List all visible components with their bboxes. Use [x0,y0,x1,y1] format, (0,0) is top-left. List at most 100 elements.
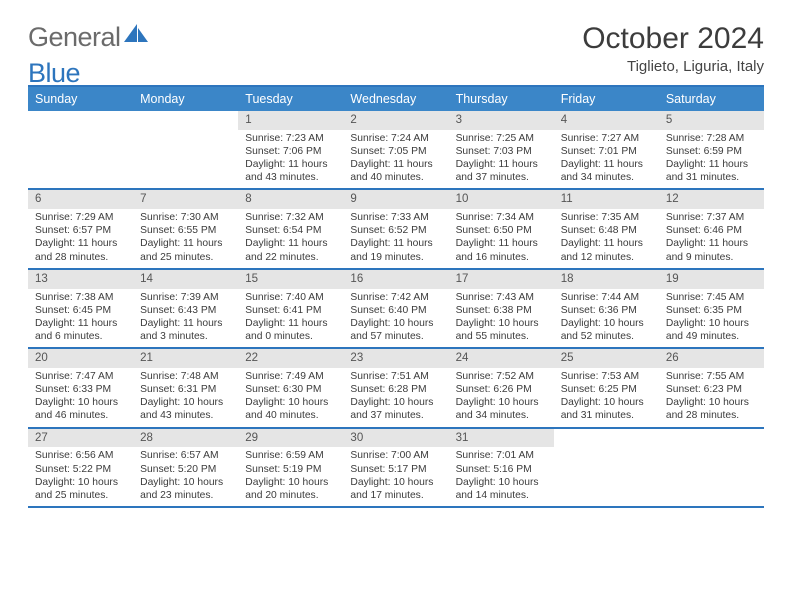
daylight-line: Daylight: 11 hours and 0 minutes. [245,317,336,343]
day-number: 31 [449,429,554,448]
sunrise-line: Sunrise: 7:37 AM [666,211,757,224]
sunset-line: Sunset: 6:59 PM [666,145,757,158]
day-cell: 29Sunrise: 6:59 AMSunset: 5:19 PMDayligh… [238,429,343,506]
day-cell: 23Sunrise: 7:51 AMSunset: 6:28 PMDayligh… [343,349,448,426]
day-cell [133,111,238,188]
day-body: Sunrise: 7:32 AMSunset: 6:54 PMDaylight:… [238,209,343,268]
day-body: Sunrise: 7:48 AMSunset: 6:31 PMDaylight:… [133,368,238,427]
sunrise-line: Sunrise: 7:38 AM [35,291,126,304]
day-cell [659,429,764,506]
daylight-line: Daylight: 11 hours and 40 minutes. [350,158,441,184]
sunset-line: Sunset: 6:25 PM [561,383,652,396]
day-body: Sunrise: 7:30 AMSunset: 6:55 PMDaylight:… [133,209,238,268]
sunrise-line: Sunrise: 7:42 AM [350,291,441,304]
daylight-line: Daylight: 11 hours and 6 minutes. [35,317,126,343]
day-number: 27 [28,429,133,448]
weekday-header-cell: Sunday [28,87,133,111]
logo-text-2: Blue [28,58,80,89]
day-cell: 21Sunrise: 7:48 AMSunset: 6:31 PMDayligh… [133,349,238,426]
location: Tiglieto, Liguria, Italy [582,58,764,75]
sunrise-line: Sunrise: 7:24 AM [350,132,441,145]
sunset-line: Sunset: 5:16 PM [456,463,547,476]
daylight-line: Daylight: 11 hours and 9 minutes. [666,237,757,263]
day-cell: 13Sunrise: 7:38 AMSunset: 6:45 PMDayligh… [28,270,133,347]
sail-icon [124,22,150,53]
day-number [133,111,238,130]
sunset-line: Sunset: 6:45 PM [35,304,126,317]
weekday-header-cell: Wednesday [343,87,448,111]
weekday-header-cell: Tuesday [238,87,343,111]
day-cell: 30Sunrise: 7:00 AMSunset: 5:17 PMDayligh… [343,429,448,506]
day-number: 22 [238,349,343,368]
week-row: 20Sunrise: 7:47 AMSunset: 6:33 PMDayligh… [28,349,764,428]
day-cell: 18Sunrise: 7:44 AMSunset: 6:36 PMDayligh… [554,270,659,347]
day-number: 6 [28,190,133,209]
sunset-line: Sunset: 6:43 PM [140,304,231,317]
day-body: Sunrise: 6:56 AMSunset: 5:22 PMDaylight:… [28,447,133,506]
day-number: 18 [554,270,659,289]
sunrise-line: Sunrise: 7:52 AM [456,370,547,383]
sunset-line: Sunset: 6:50 PM [456,224,547,237]
sunrise-line: Sunrise: 7:44 AM [561,291,652,304]
day-body: Sunrise: 7:55 AMSunset: 6:23 PMDaylight:… [659,368,764,427]
day-body: Sunrise: 7:23 AMSunset: 7:06 PMDaylight:… [238,130,343,189]
day-body: Sunrise: 7:37 AMSunset: 6:46 PMDaylight:… [659,209,764,268]
header: General October 2024 Tiglieto, Liguria, … [28,22,764,75]
day-body: Sunrise: 7:28 AMSunset: 6:59 PMDaylight:… [659,130,764,189]
day-number: 25 [554,349,659,368]
sunset-line: Sunset: 5:19 PM [245,463,336,476]
sunrise-line: Sunrise: 7:35 AM [561,211,652,224]
daylight-line: Daylight: 10 hours and 43 minutes. [140,396,231,422]
sunset-line: Sunset: 6:46 PM [666,224,757,237]
day-body: Sunrise: 7:43 AMSunset: 6:38 PMDaylight:… [449,289,554,348]
daylight-line: Daylight: 11 hours and 31 minutes. [666,158,757,184]
day-body: Sunrise: 7:49 AMSunset: 6:30 PMDaylight:… [238,368,343,427]
day-number: 28 [133,429,238,448]
day-cell: 9Sunrise: 7:33 AMSunset: 6:52 PMDaylight… [343,190,448,267]
sunset-line: Sunset: 5:22 PM [35,463,126,476]
sunset-line: Sunset: 6:36 PM [561,304,652,317]
daylight-line: Daylight: 11 hours and 34 minutes. [561,158,652,184]
day-cell: 26Sunrise: 7:55 AMSunset: 6:23 PMDayligh… [659,349,764,426]
daylight-line: Daylight: 10 hours and 55 minutes. [456,317,547,343]
daylight-line: Daylight: 11 hours and 16 minutes. [456,237,547,263]
day-cell: 28Sunrise: 6:57 AMSunset: 5:20 PMDayligh… [133,429,238,506]
sunset-line: Sunset: 7:03 PM [456,145,547,158]
weekday-header-cell: Monday [133,87,238,111]
day-body: Sunrise: 7:34 AMSunset: 6:50 PMDaylight:… [449,209,554,268]
day-number: 9 [343,190,448,209]
sunset-line: Sunset: 6:33 PM [35,383,126,396]
daylight-line: Daylight: 10 hours and 23 minutes. [140,476,231,502]
day-cell: 20Sunrise: 7:47 AMSunset: 6:33 PMDayligh… [28,349,133,426]
day-body: Sunrise: 7:01 AMSunset: 5:16 PMDaylight:… [449,447,554,506]
day-body: Sunrise: 7:38 AMSunset: 6:45 PMDaylight:… [28,289,133,348]
sunrise-line: Sunrise: 7:00 AM [350,449,441,462]
day-cell: 6Sunrise: 7:29 AMSunset: 6:57 PMDaylight… [28,190,133,267]
day-number: 26 [659,349,764,368]
sunrise-line: Sunrise: 7:28 AM [666,132,757,145]
sunrise-line: Sunrise: 7:25 AM [456,132,547,145]
day-number: 10 [449,190,554,209]
day-number [28,111,133,130]
calendar: SundayMondayTuesdayWednesdayThursdayFrid… [28,85,764,508]
day-body: Sunrise: 7:29 AMSunset: 6:57 PMDaylight:… [28,209,133,268]
day-number: 2 [343,111,448,130]
sunrise-line: Sunrise: 7:23 AM [245,132,336,145]
day-cell: 8Sunrise: 7:32 AMSunset: 6:54 PMDaylight… [238,190,343,267]
day-body: Sunrise: 7:45 AMSunset: 6:35 PMDaylight:… [659,289,764,348]
sunrise-line: Sunrise: 7:34 AM [456,211,547,224]
daylight-line: Daylight: 10 hours and 31 minutes. [561,396,652,422]
day-number: 13 [28,270,133,289]
daylight-line: Daylight: 10 hours and 28 minutes. [666,396,757,422]
sunrise-line: Sunrise: 6:57 AM [140,449,231,462]
daylight-line: Daylight: 11 hours and 25 minutes. [140,237,231,263]
day-number: 4 [554,111,659,130]
daylight-line: Daylight: 10 hours and 49 minutes. [666,317,757,343]
sunrise-line: Sunrise: 7:48 AM [140,370,231,383]
sunset-line: Sunset: 6:57 PM [35,224,126,237]
day-body: Sunrise: 7:00 AMSunset: 5:17 PMDaylight:… [343,447,448,506]
sunset-line: Sunset: 7:06 PM [245,145,336,158]
sunset-line: Sunset: 6:28 PM [350,383,441,396]
week-row: 1Sunrise: 7:23 AMSunset: 7:06 PMDaylight… [28,111,764,190]
day-cell: 2Sunrise: 7:24 AMSunset: 7:05 PMDaylight… [343,111,448,188]
